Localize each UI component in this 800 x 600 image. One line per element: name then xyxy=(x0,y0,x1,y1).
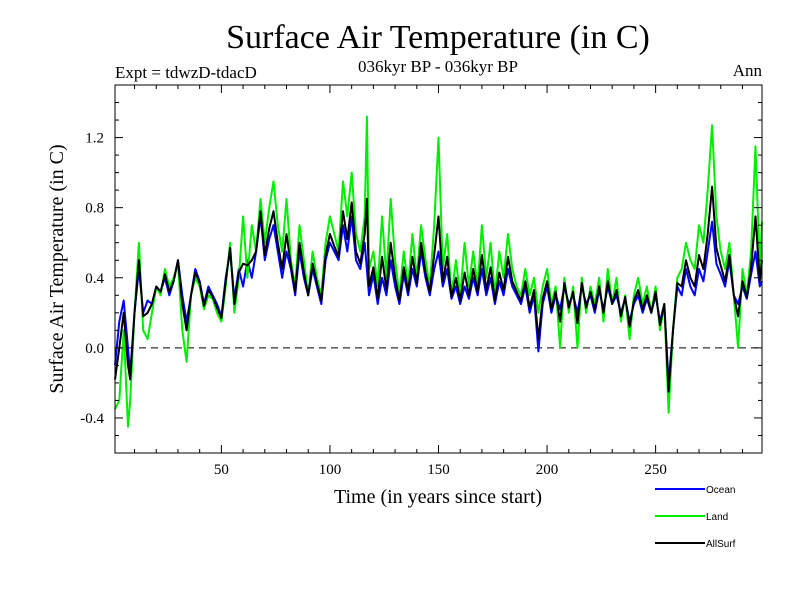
x-tick-label: 250 xyxy=(644,462,667,478)
x-tick-label: 50 xyxy=(214,462,229,478)
x-tick-label: 150 xyxy=(427,462,450,478)
y-tick-label: -0.4 xyxy=(80,411,104,427)
y-tick-label: 1.2 xyxy=(85,131,104,147)
plot-area xyxy=(114,115,763,428)
x-tick-label: 200 xyxy=(536,462,559,478)
chart-title: Surface Air Temperature (in C) xyxy=(226,19,650,56)
legend: Ocean Land AllSurf xyxy=(655,485,736,550)
legend-label-land: Land xyxy=(706,512,728,523)
y-axis-label: Surface Air Temperature (in C) xyxy=(46,144,68,393)
x-axis-label: Time (in years since start) xyxy=(334,486,542,508)
y-tick-label: 0.4 xyxy=(85,271,104,287)
chart-subtitle: 036kyr BP - 036kyr BP xyxy=(358,57,518,76)
season-label: Ann xyxy=(733,61,763,80)
axes: 50 100 150 200 250 -0.4 0.0 0.4 0.8 1.2 xyxy=(80,84,762,478)
series-line-land xyxy=(114,115,763,428)
series-line-allsurf xyxy=(114,185,763,393)
y-tick-label: 0.0 xyxy=(85,341,104,357)
experiment-label: Expt = tdwzD-tdacD xyxy=(115,63,257,82)
y-tick-label: 0.8 xyxy=(85,201,104,217)
x-tick-label: 100 xyxy=(319,462,342,478)
legend-label-ocean: Ocean xyxy=(706,485,735,496)
legend-label-allsurf: AllSurf xyxy=(706,539,736,550)
